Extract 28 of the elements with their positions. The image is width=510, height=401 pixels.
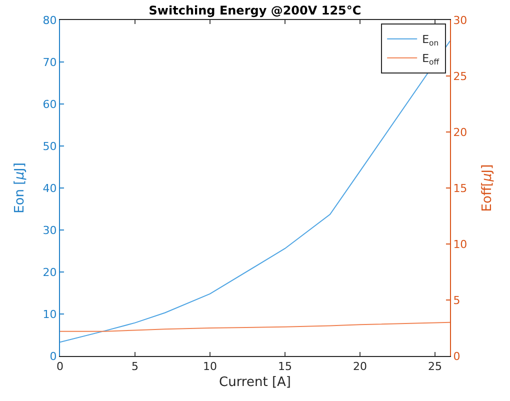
y-tick-label: 50 xyxy=(42,140,57,153)
y2-tick-label: 10 xyxy=(453,238,468,251)
x-tick-label: 25 xyxy=(428,360,442,374)
chart-title: Switching Energy @200V 125°C xyxy=(148,3,362,18)
y-tick-label: 30 xyxy=(42,224,57,237)
y-axis-title: Eon [μJ] xyxy=(12,162,28,214)
legend-label: E$_{on}$ xyxy=(422,33,439,48)
y2-tick-label: 0 xyxy=(453,350,460,363)
y-tick-label: 10 xyxy=(42,308,57,321)
x-tick-label: 5 xyxy=(132,360,138,374)
x-tick-label: 15 xyxy=(278,360,292,374)
legend-label: E$_{off}$ xyxy=(422,52,440,66)
y2-tick-label: 25 xyxy=(453,70,468,83)
y2-tick-label: 15 xyxy=(453,182,468,195)
x-tick-label: 20 xyxy=(353,360,367,374)
x-tick-label: 10 xyxy=(203,360,217,374)
y2-axis-title: Eoff[μJ] xyxy=(480,164,495,212)
y-tick-label: 0 xyxy=(50,350,57,363)
y2-tick-label: 5 xyxy=(453,294,460,307)
y2-tick-label: 20 xyxy=(453,126,468,139)
y-tick-label: 60 xyxy=(42,98,57,111)
y-tick-label: 40 xyxy=(42,182,57,195)
x-axis-title: Current [A] xyxy=(219,374,291,390)
y-tick-label: 80 xyxy=(42,14,57,27)
y2-tick-label: 30 xyxy=(453,14,468,27)
line-series xyxy=(60,322,450,332)
y-tick-label: 70 xyxy=(42,56,57,69)
y-tick-label: 20 xyxy=(42,266,57,279)
